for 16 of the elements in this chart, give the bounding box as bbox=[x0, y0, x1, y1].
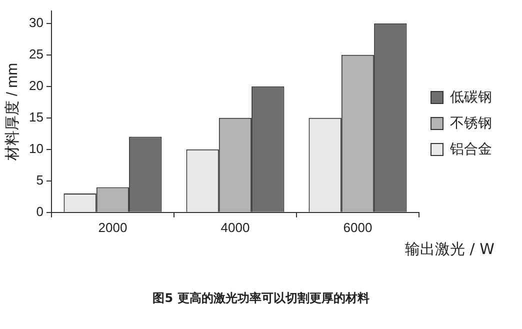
y-axis-title: 材料厚度 / mm bbox=[4, 62, 22, 162]
x-tick-label: 4000 bbox=[220, 220, 250, 235]
x-tick-label: 2000 bbox=[98, 220, 128, 235]
text: 图5 更高的激光功率可以切割更厚的材料 bbox=[152, 290, 370, 307]
legend-label: 低碳钢 bbox=[450, 88, 492, 104]
y-tick-label: 0 bbox=[36, 204, 44, 219]
legend-label: 铝合金 bbox=[449, 140, 492, 156]
legend-label: 不锈钢 bbox=[450, 114, 492, 130]
x-tick-label: 6000 bbox=[343, 220, 372, 235]
y-tick-label: 10 bbox=[28, 140, 44, 156]
y-tick-label: 5 bbox=[36, 172, 44, 188]
x-axis-title: 输出激光 / W bbox=[405, 240, 494, 259]
y-tick-label: 20 bbox=[28, 78, 44, 93]
y-tick-label: 25 bbox=[28, 46, 44, 62]
y-tick-label: 30 bbox=[28, 14, 44, 30]
y-tick-label: 15 bbox=[28, 109, 44, 124]
